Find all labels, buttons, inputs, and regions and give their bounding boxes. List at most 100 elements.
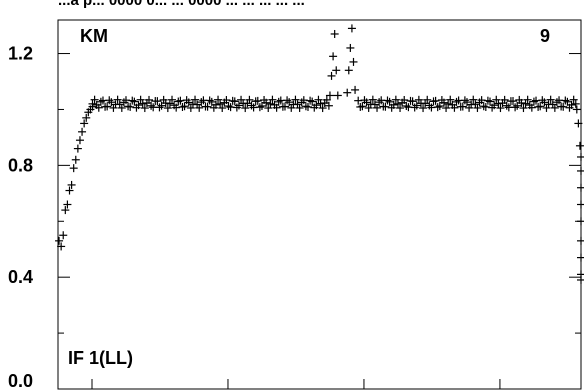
data-point: [222, 96, 231, 105]
data-point: [521, 99, 530, 108]
data-series: [55, 24, 584, 284]
data-point: [519, 104, 528, 113]
data-point: [343, 88, 352, 97]
header-text: ...a p... 0000 0... ... 0000 ... ... ...…: [58, 0, 305, 9]
data-point: [75, 136, 84, 145]
data-point: [308, 97, 317, 106]
data-point: [577, 253, 584, 262]
data-point: [571, 99, 580, 108]
data-point: [69, 164, 78, 173]
data-point: [490, 101, 499, 110]
data-point: [253, 96, 262, 105]
data-point: [325, 91, 334, 100]
data-point: [517, 98, 526, 107]
data-point: [538, 96, 547, 105]
data-point: [550, 103, 559, 112]
data-point: [61, 206, 70, 215]
data-point: [153, 97, 162, 106]
data-point: [255, 103, 264, 112]
data-point: [78, 127, 87, 136]
data-point: [306, 96, 315, 105]
data-point: [174, 97, 183, 106]
data-point: [408, 97, 417, 106]
data-point: [172, 103, 181, 112]
data-point: [318, 104, 327, 113]
data-point: [347, 24, 356, 33]
data-point: [322, 95, 331, 104]
data-point: [496, 104, 505, 113]
data-point: [312, 101, 321, 110]
data-point: [195, 103, 204, 112]
data-point: [500, 95, 509, 104]
data-point: [140, 104, 149, 113]
data-point: [351, 85, 360, 94]
data-point: [414, 95, 423, 104]
data-point: [362, 98, 371, 107]
data-point: [381, 102, 390, 111]
panel-label-top-right: 9: [540, 26, 550, 46]
y-tick-label: 0.4: [8, 267, 33, 287]
data-point: [383, 96, 392, 105]
x-axis: [91, 379, 501, 389]
data-point: [419, 104, 428, 113]
data-point: [444, 99, 453, 108]
data-point: [268, 95, 277, 104]
data-point: [546, 95, 555, 104]
data-point: [540, 98, 549, 107]
data-point: [55, 236, 64, 245]
data-point: [356, 102, 365, 111]
data-point: [469, 95, 478, 104]
data-point: [536, 102, 545, 111]
data-point: [423, 95, 432, 104]
data-point: [364, 103, 373, 112]
panel-label-top-left: KM: [80, 26, 108, 46]
data-point: [358, 102, 367, 111]
data-point: [67, 180, 76, 189]
data-point: [400, 96, 409, 105]
data-point: [303, 102, 312, 111]
data-point: [481, 102, 490, 111]
data-point: [577, 152, 584, 161]
data-point: [327, 71, 336, 80]
data-point: [577, 166, 584, 175]
data-point: [57, 242, 66, 251]
data-point: [205, 96, 214, 105]
data-point: [243, 99, 252, 108]
data-point: [527, 103, 536, 112]
plot-border: [57, 19, 582, 390]
data-point: [90, 95, 99, 104]
data-point: [80, 119, 89, 128]
data-point: [567, 100, 576, 109]
data-point: [211, 100, 220, 109]
data-point: [230, 97, 239, 106]
data-point: [134, 101, 143, 110]
data-point: [396, 104, 405, 113]
data-point: [577, 183, 584, 192]
data-point: [126, 102, 135, 111]
data-point: [332, 66, 341, 75]
data-point: [128, 96, 137, 105]
data-point: [59, 231, 68, 240]
data-point: [272, 103, 281, 112]
data-point: [94, 103, 103, 112]
data-point: [157, 101, 166, 110]
data-point: [178, 102, 187, 111]
data-point: [216, 99, 225, 108]
data-point: [572, 105, 581, 114]
data-point: [324, 101, 333, 110]
data-point: [71, 155, 80, 164]
data-point: [245, 95, 254, 104]
data-point: [410, 103, 419, 112]
data-point: [385, 97, 394, 106]
data-point: [293, 100, 302, 109]
data-point: [232, 103, 241, 112]
data-point: [577, 217, 584, 226]
data-point: [523, 95, 532, 104]
data-point: [191, 95, 200, 104]
data-point: [462, 98, 471, 107]
panel-label-bottom-left: IF 1(LL): [68, 348, 133, 368]
data-point: [65, 186, 74, 195]
data-point: [450, 103, 459, 112]
data-point: [534, 102, 543, 111]
data-point: [316, 99, 325, 108]
